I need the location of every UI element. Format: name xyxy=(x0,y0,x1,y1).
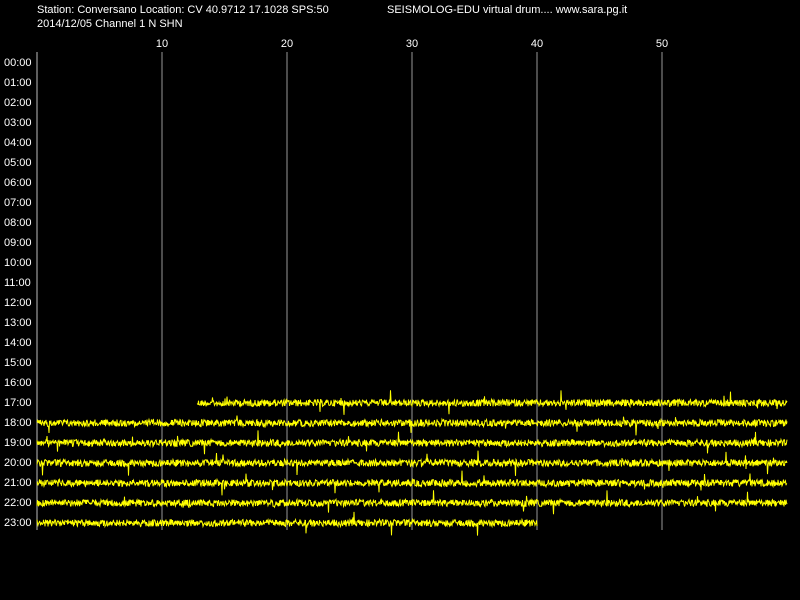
row-label: 14:00 xyxy=(4,337,32,349)
row-label: 19:00 xyxy=(4,437,32,449)
row-label: 12:00 xyxy=(4,297,32,309)
seismic-trace xyxy=(36,490,788,515)
row-label: 18:00 xyxy=(4,417,32,429)
row-label: 20:00 xyxy=(4,457,32,469)
row-label: 07:00 xyxy=(4,197,32,209)
seismic-trace xyxy=(36,430,788,455)
row-label: 01:00 xyxy=(4,77,32,89)
row-label: 02:00 xyxy=(4,97,32,109)
row-label: 10:00 xyxy=(4,257,32,269)
row-label: 15:00 xyxy=(4,357,32,369)
x-tick-label: 40 xyxy=(531,38,543,50)
date-channel: 2014/12/05 Channel 1 N SHN xyxy=(37,18,183,30)
row-label: 09:00 xyxy=(4,237,32,249)
x-tick-label: 20 xyxy=(281,38,293,50)
x-tick-label: 50 xyxy=(656,38,668,50)
row-label: 17:00 xyxy=(4,397,32,409)
row-label: 23:00 xyxy=(4,517,32,529)
row-label: 05:00 xyxy=(4,157,32,169)
x-tick-label: 30 xyxy=(406,38,418,50)
seismic-trace xyxy=(36,415,788,436)
seismic-trace xyxy=(196,390,788,415)
seismic-trace xyxy=(36,470,788,496)
row-label: 13:00 xyxy=(4,317,32,329)
row-label: 00:00 xyxy=(4,57,32,69)
seismic-trace xyxy=(36,450,788,476)
row-label: 04:00 xyxy=(4,137,32,149)
row-label: 08:00 xyxy=(4,217,32,229)
row-label: 16:00 xyxy=(4,377,32,389)
row-label: 21:00 xyxy=(4,477,32,489)
row-label: 22:00 xyxy=(4,497,32,509)
station-info: Station: Conversano Location: CV 40.9712… xyxy=(37,4,329,16)
seismic-trace xyxy=(36,511,538,536)
row-label: 03:00 xyxy=(4,117,32,129)
x-tick-label: 10 xyxy=(156,38,168,50)
row-label: 11:00 xyxy=(4,277,31,289)
app-info: SEISMOLOG-EDU virtual drum.... www.sara.… xyxy=(387,4,627,16)
row-label: 06:00 xyxy=(4,177,32,189)
